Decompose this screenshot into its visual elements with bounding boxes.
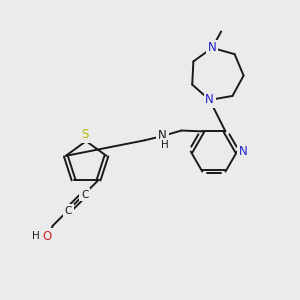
Text: N: N <box>208 41 217 54</box>
Text: H: H <box>32 231 40 241</box>
Text: H: H <box>161 140 169 150</box>
Text: S: S <box>81 128 88 141</box>
Text: C: C <box>81 190 88 200</box>
Text: N: N <box>205 94 214 106</box>
Text: N: N <box>239 145 248 158</box>
Text: N: N <box>158 129 167 142</box>
Text: O: O <box>42 230 51 243</box>
Text: C: C <box>65 206 72 216</box>
